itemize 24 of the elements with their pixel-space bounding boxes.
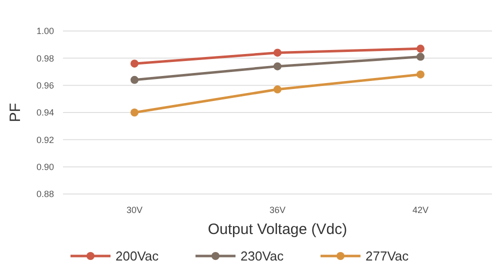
point: [416, 52, 424, 61]
y-tick-label: 0.88: [36, 189, 54, 200]
y-tick-label: 0.96: [36, 80, 54, 90]
point: [274, 62, 282, 70]
point: [130, 108, 138, 116]
legend-label: 230Vac: [240, 248, 284, 264]
y-tick-label: 0.98: [36, 53, 54, 64]
x-tick-label: 42V: [412, 205, 429, 215]
legend-label: 200Vac: [116, 248, 160, 264]
point: [130, 60, 138, 68]
point: [130, 76, 138, 84]
point: [274, 85, 282, 94]
point: [274, 48, 282, 57]
point: [416, 70, 424, 78]
y-tick-label: 1.00: [36, 26, 54, 36]
x-axis-title: Output Voltage (Vdc): [208, 221, 348, 238]
legend-label: 277Vac: [366, 248, 410, 264]
point: [416, 44, 424, 53]
y-tick-label: 0.92: [36, 134, 54, 145]
y-tick-label: 0.94: [36, 108, 54, 118]
y-axis-title: PF: [7, 102, 24, 122]
y-tick-label: 0.90: [36, 162, 54, 172]
x-tick-label: 30V: [126, 205, 143, 215]
x-tick-label: 36V: [269, 205, 286, 215]
